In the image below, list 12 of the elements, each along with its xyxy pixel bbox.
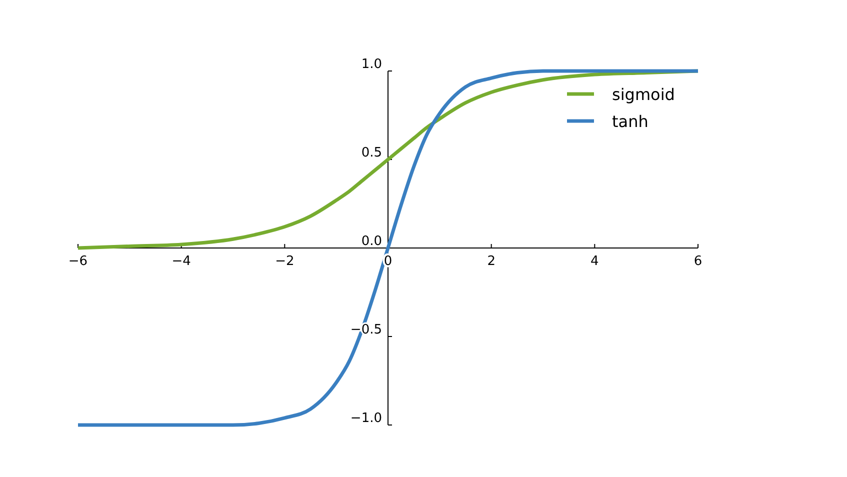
y-tick-label: 1.0 [361, 57, 382, 72]
x-tick-label: 2 [487, 254, 496, 269]
x-tick-label: −2 [275, 254, 294, 269]
y-tick-label: 0.0 [361, 234, 382, 249]
x-tick-label: −6 [68, 254, 88, 269]
legend-label: sigmoid [612, 85, 675, 104]
y-tick-label: 0.5 [361, 146, 382, 160]
legend-label: tanh [612, 112, 648, 131]
x-tick-label: −4 [172, 254, 191, 269]
x-tick-label: 4 [590, 254, 599, 269]
y-tick-label: −1.0 [350, 411, 382, 426]
x-tick-label: 6 [694, 254, 702, 269]
